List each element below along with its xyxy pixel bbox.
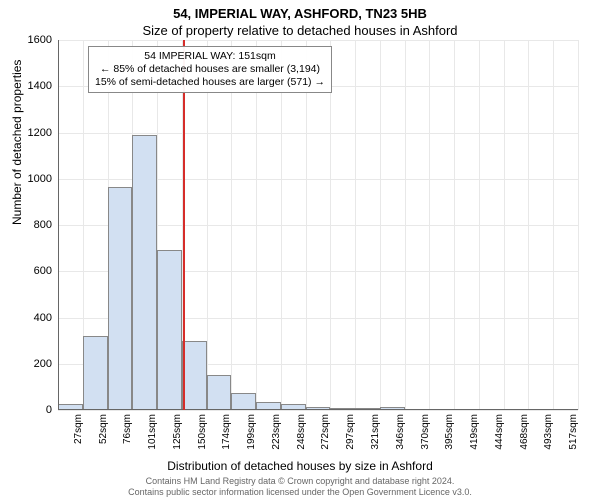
gridline-vertical [330, 40, 331, 410]
x-tick-label: 27sqm [73, 414, 84, 444]
chart-subtitle: Size of property relative to detached ho… [0, 23, 600, 38]
footer-line-1: Contains HM Land Registry data © Crown c… [0, 476, 600, 487]
y-tick-label: 1400 [28, 80, 52, 92]
gridline-vertical [429, 40, 430, 410]
y-tick-label: 1200 [28, 127, 52, 139]
chart-footer: Contains HM Land Registry data © Crown c… [0, 476, 600, 498]
histogram-bar [231, 393, 256, 410]
y-axis-label: Number of detached properties [10, 60, 24, 225]
footer-line-2: Contains public sector information licen… [0, 487, 600, 498]
plot-region: 0200400600800100012001400160027sqm52sqm7… [58, 40, 578, 410]
gridline-vertical [405, 40, 406, 410]
y-tick-label: 1000 [28, 173, 52, 185]
histogram-bar [207, 375, 232, 410]
x-tick-label: 76sqm [122, 414, 133, 444]
annotation-line-2: ← 85% of detached houses are smaller (3,… [95, 63, 325, 76]
y-tick-label: 800 [34, 219, 52, 231]
chart-plot-area: 0200400600800100012001400160027sqm52sqm7… [58, 40, 578, 410]
y-tick-label: 200 [34, 358, 52, 370]
gridline-vertical [504, 40, 505, 410]
y-tick-label: 0 [46, 404, 52, 416]
x-tick-label: 101sqm [147, 414, 158, 450]
x-axis-label: Distribution of detached houses by size … [0, 459, 600, 473]
x-tick-label: 444sqm [494, 414, 505, 450]
gridline-vertical [454, 40, 455, 410]
histogram-bar [83, 336, 108, 410]
gridline-vertical [231, 40, 232, 410]
y-axis [58, 40, 59, 410]
histogram-bar [132, 135, 157, 410]
histogram-bar [182, 341, 207, 410]
histogram-bar [108, 187, 133, 410]
x-tick-label: 370sqm [420, 414, 431, 450]
annotation-box: 54 IMPERIAL WAY: 151sqm← 85% of detached… [88, 46, 332, 93]
gridline-vertical [553, 40, 554, 410]
reference-line [183, 40, 185, 410]
x-tick-label: 395sqm [444, 414, 455, 450]
gridline-vertical [380, 40, 381, 410]
gridline-vertical [256, 40, 257, 410]
gridline-horizontal [58, 133, 578, 134]
x-tick-label: 52sqm [98, 414, 109, 444]
x-tick-label: 272sqm [320, 414, 331, 450]
histogram-bar [157, 250, 182, 410]
y-tick-label: 1600 [28, 34, 52, 46]
x-tick-label: 517sqm [568, 414, 579, 450]
page-title: 54, IMPERIAL WAY, ASHFORD, TN23 5HB [0, 0, 600, 21]
x-tick-label: 125sqm [172, 414, 183, 450]
gridline-vertical [479, 40, 480, 410]
gridline-vertical [578, 40, 579, 410]
gridline-horizontal [58, 40, 578, 41]
gridline-horizontal [58, 410, 578, 411]
gridline-vertical [528, 40, 529, 410]
x-tick-label: 419sqm [469, 414, 480, 450]
annotation-line-1: 54 IMPERIAL WAY: 151sqm [95, 50, 325, 63]
gridline-vertical [281, 40, 282, 410]
x-tick-label: 493sqm [543, 414, 554, 450]
x-tick-label: 150sqm [197, 414, 208, 450]
y-tick-label: 600 [34, 265, 52, 277]
gridline-vertical [306, 40, 307, 410]
gridline-vertical [207, 40, 208, 410]
x-tick-label: 223sqm [271, 414, 282, 450]
x-tick-label: 321sqm [370, 414, 381, 450]
x-tick-label: 468sqm [519, 414, 530, 450]
x-tick-label: 346sqm [395, 414, 406, 450]
gridline-vertical [355, 40, 356, 410]
x-tick-label: 248sqm [296, 414, 307, 450]
x-tick-label: 199sqm [246, 414, 257, 450]
x-tick-label: 174sqm [221, 414, 232, 450]
x-axis [58, 409, 578, 410]
x-tick-label: 297sqm [345, 414, 356, 450]
y-tick-label: 400 [34, 312, 52, 324]
annotation-line-3: 15% of semi-detached houses are larger (… [95, 76, 325, 89]
